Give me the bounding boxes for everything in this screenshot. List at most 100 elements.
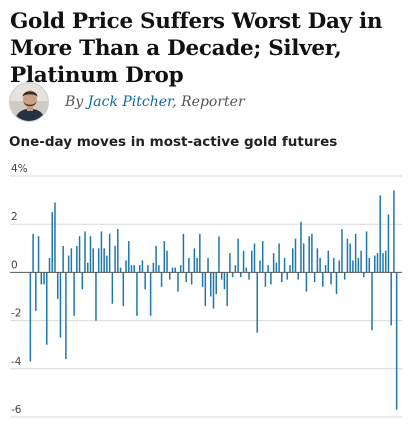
- bar: [97, 248, 100, 273]
- bar: [376, 253, 379, 273]
- bar: [56, 272, 59, 299]
- bar: [379, 195, 381, 273]
- bar: [46, 272, 48, 345]
- bar: [136, 272, 138, 316]
- bar: [300, 221, 302, 273]
- bar: [87, 262, 89, 273]
- y-tick-label: -6: [11, 404, 22, 416]
- bar: [395, 272, 398, 410]
- byline-prefix: By: [65, 94, 84, 110]
- bar: [245, 267, 248, 273]
- bar: [51, 212, 53, 273]
- bar: [199, 233, 201, 273]
- bar: [188, 257, 190, 273]
- bar: [305, 272, 308, 292]
- bar: [40, 272, 43, 285]
- bar: [308, 236, 310, 273]
- bar: [390, 272, 392, 326]
- bar: [185, 272, 187, 283]
- bar: [111, 272, 114, 304]
- bar: [204, 272, 207, 307]
- bar: [114, 245, 116, 273]
- bar: [62, 245, 64, 273]
- bar: [149, 272, 152, 316]
- bar: [223, 272, 226, 290]
- bar: [346, 238, 349, 273]
- bar: [354, 233, 357, 273]
- bar: [330, 272, 332, 285]
- bar: [297, 272, 299, 280]
- bar: [220, 272, 223, 280]
- bar: [70, 248, 73, 273]
- bar: [393, 190, 395, 273]
- bar: [226, 272, 228, 307]
- headline: Gold Price Suffers Worst Day in More Tha…: [10, 9, 383, 88]
- author-link[interactable]: Jack Pitcher: [87, 94, 173, 110]
- bar: [141, 260, 144, 273]
- author-portrait-icon[interactable]: [9, 82, 49, 122]
- author-role: , Reporter: [172, 94, 245, 110]
- bar: [368, 257, 371, 273]
- bar: [29, 272, 32, 362]
- bar: [302, 243, 305, 273]
- bar: [103, 248, 105, 273]
- bar: [76, 245, 78, 273]
- bar: [215, 272, 217, 295]
- byline: By Jack Pitcher, Reporter: [9, 81, 245, 123]
- bar: [128, 241, 130, 273]
- bar: [78, 236, 81, 273]
- chart-title: One-day moves in most-active gold future…: [9, 134, 338, 150]
- bar: [108, 233, 111, 273]
- bar: [231, 272, 234, 278]
- y-tick-label: 0: [11, 259, 18, 271]
- bar: [272, 253, 275, 273]
- bar: [256, 272, 258, 333]
- bar: [92, 248, 94, 273]
- bar: [54, 202, 56, 273]
- bar: [333, 257, 335, 273]
- bar: [196, 257, 198, 273]
- bar: [119, 267, 122, 273]
- bar: [242, 250, 245, 273]
- bar: [122, 272, 125, 307]
- chart: 4% 2 0 -2 -4 -6: [10, 163, 402, 418]
- bar: [253, 243, 256, 273]
- bar: [43, 272, 45, 285]
- bar: [278, 243, 280, 273]
- bar: [371, 272, 373, 331]
- bar: [343, 272, 346, 280]
- bar: [171, 267, 174, 273]
- bar: [338, 260, 340, 273]
- bar: [341, 229, 343, 273]
- bar: [281, 272, 283, 283]
- bar: [374, 255, 376, 273]
- bar: [324, 265, 327, 273]
- bar: [166, 250, 168, 273]
- bar: [240, 272, 242, 278]
- bar: [163, 241, 166, 273]
- bar: [212, 272, 215, 309]
- bar: [311, 233, 313, 273]
- bar: [174, 267, 176, 273]
- bar: [207, 257, 209, 273]
- y-tick-label: -4: [11, 356, 22, 368]
- bar: [144, 272, 146, 290]
- bar: [234, 265, 237, 273]
- bar: [81, 272, 84, 290]
- bar: [327, 250, 330, 273]
- bar: [360, 250, 362, 273]
- bar: [59, 272, 62, 338]
- bar: [155, 245, 157, 273]
- bar: [65, 272, 67, 360]
- bar: [138, 265, 141, 273]
- bar: [248, 272, 250, 280]
- bar: [283, 257, 286, 273]
- bar: [313, 272, 316, 283]
- bar: [275, 262, 278, 273]
- bar: [147, 265, 149, 273]
- bar: [182, 233, 185, 273]
- bar: [95, 272, 97, 321]
- y-tick-label: 2: [11, 211, 18, 223]
- bar: [322, 272, 324, 287]
- bar: [125, 260, 127, 273]
